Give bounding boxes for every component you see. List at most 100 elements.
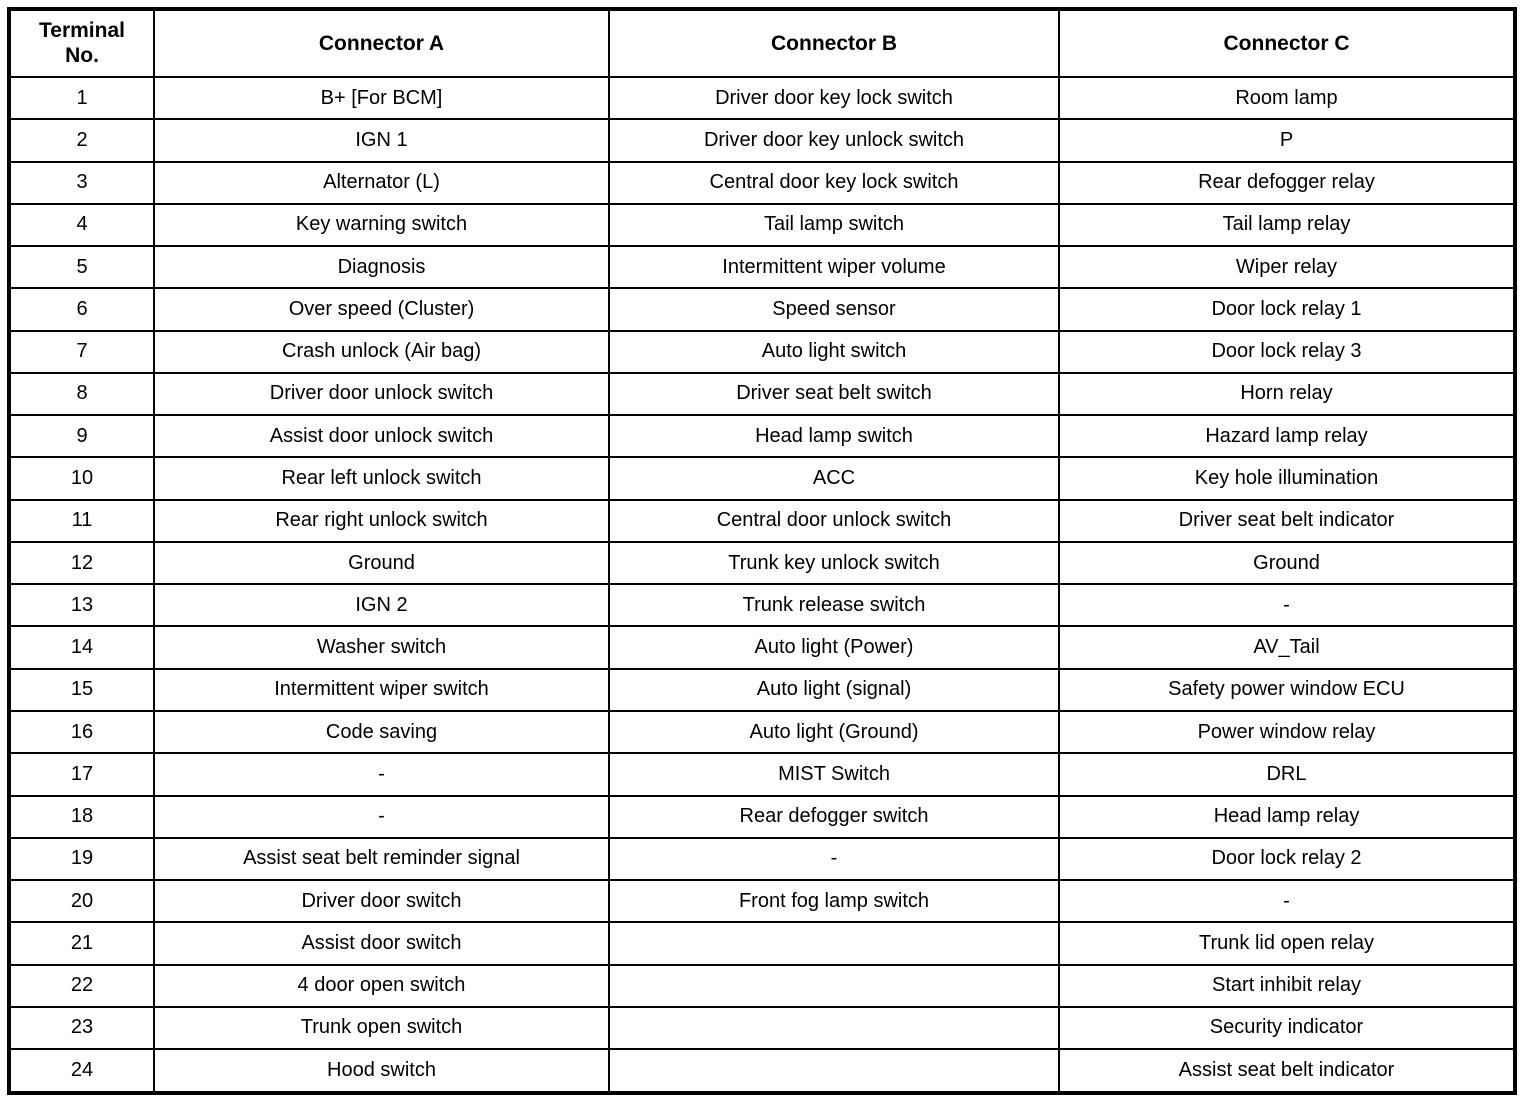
table-cell: 9 bbox=[8, 414, 155, 459]
table-cell: AV_Tail bbox=[1058, 625, 1516, 670]
table-cell: Driver door unlock switch bbox=[153, 371, 610, 417]
table-cell: - bbox=[153, 794, 610, 839]
table-cell: Diagnosis bbox=[153, 245, 610, 290]
table-cell: DRL bbox=[1058, 752, 1516, 797]
table-cell: 24 bbox=[8, 1048, 155, 1094]
table-cell: Auto light switch bbox=[608, 329, 1060, 374]
table-cell: Driver seat belt switch bbox=[608, 371, 1060, 417]
table-cell: ACC bbox=[608, 456, 1060, 501]
table-cell bbox=[608, 921, 1060, 966]
table-cell: 10 bbox=[8, 456, 155, 501]
table-cell: 4 door open switch bbox=[153, 963, 610, 1008]
table-cell: Assist door switch bbox=[153, 921, 610, 966]
table-cell: - bbox=[1058, 583, 1516, 628]
table-cell: Key warning switch bbox=[153, 202, 610, 248]
table-cell: Wiper relay bbox=[1058, 245, 1516, 290]
table-cell: - bbox=[608, 836, 1060, 882]
table-row: 23 Trunk open switch Security indicator bbox=[8, 1005, 1516, 1051]
table-cell: Driver door key lock switch bbox=[608, 75, 1060, 121]
table-cell bbox=[608, 1048, 1060, 1094]
table-cell: 17 bbox=[8, 752, 155, 797]
table-cell: Security indicator bbox=[1058, 1005, 1516, 1051]
header-connector-c: Connector C bbox=[1058, 8, 1516, 78]
table-cell: Tail lamp relay bbox=[1058, 202, 1516, 248]
table-cell: 21 bbox=[8, 921, 155, 966]
table-cell: 4 bbox=[8, 202, 155, 248]
table-row: 6 Over speed (Cluster) Speed sensor Door lo… bbox=[8, 287, 1516, 332]
table-cell: Auto light (Ground) bbox=[608, 709, 1060, 755]
table-cell: B+ [For BCM] bbox=[153, 75, 610, 121]
table-cell: P bbox=[1058, 118, 1516, 163]
table-cell: Trunk release switch bbox=[608, 583, 1060, 628]
header-connector-b: Connector B bbox=[608, 8, 1060, 78]
table-cell: 6 bbox=[8, 287, 155, 332]
table-row: 5 Diagnosis Intermittent wiper volume Wiper… bbox=[8, 245, 1516, 290]
table-cell: Door lock relay 1 bbox=[1058, 287, 1516, 332]
table-cell: 3 bbox=[8, 160, 155, 205]
table-cell: Crash unlock (Air bag) bbox=[153, 329, 610, 374]
table-cell: 16 bbox=[8, 709, 155, 755]
table-cell: Horn relay bbox=[1058, 371, 1516, 417]
table-cell: 23 bbox=[8, 1005, 155, 1051]
table-cell: Trunk open switch bbox=[153, 1005, 610, 1051]
table-cell: Code saving bbox=[153, 709, 610, 755]
table-cell: Key hole illumination bbox=[1058, 456, 1516, 501]
table-cell: Door lock relay 3 bbox=[1058, 329, 1516, 374]
header-connector-a: Connector A bbox=[153, 8, 610, 78]
table-cell: Trunk lid open relay bbox=[1058, 921, 1516, 966]
table-cell: 22 bbox=[8, 963, 155, 1008]
table-row: 11 Rear right unlock switch Central door u… bbox=[8, 498, 1516, 543]
table-cell bbox=[608, 963, 1060, 1008]
table-row: 14 Washer switch Auto light (Power) AV_Tail bbox=[8, 625, 1516, 670]
table-row: 24 Hood switch Assist seat belt indicator bbox=[8, 1048, 1516, 1094]
table-cell: Central door key lock switch bbox=[608, 160, 1060, 205]
table-cell: 15 bbox=[8, 667, 155, 712]
table-body: 1 B+ [For BCM] Driver door key lock switch… bbox=[8, 75, 1516, 1094]
table-cell: Power window relay bbox=[1058, 709, 1516, 755]
table-cell: Head lamp relay bbox=[1058, 794, 1516, 839]
table-cell: Rear defogger switch bbox=[608, 794, 1060, 839]
header-terminal-no: Terminal No. bbox=[8, 8, 155, 78]
table-row: 19 Assist seat belt reminder signal - Door … bbox=[8, 836, 1516, 882]
table-row: 21 Assist door switch Trunk lid open relay bbox=[8, 921, 1516, 966]
table-cell: Ground bbox=[1058, 540, 1516, 586]
table-row: 3 Alternator (L) Central door key lock swi… bbox=[8, 160, 1516, 205]
table-cell: - bbox=[153, 752, 610, 797]
table-cell: Assist seat belt indicator bbox=[1058, 1048, 1516, 1094]
table-cell: Driver door key unlock switch bbox=[608, 118, 1060, 163]
table-cell: Head lamp switch bbox=[608, 414, 1060, 459]
table-cell: 18 bbox=[8, 794, 155, 839]
table-row: 9 Assist door unlock switch Head lamp swit… bbox=[8, 414, 1516, 459]
table-cell bbox=[608, 1005, 1060, 1051]
table-cell: Assist door unlock switch bbox=[153, 414, 610, 459]
table-cell: 5 bbox=[8, 245, 155, 290]
terminal-connector-table: Terminal No. Connector A Connector B Con… bbox=[7, 7, 1517, 1095]
table-cell: Speed sensor bbox=[608, 287, 1060, 332]
table-row: 22 4 door open switch Start inhibit relay bbox=[8, 963, 1516, 1008]
table-cell: Hood switch bbox=[153, 1048, 610, 1094]
table-cell: IGN 1 bbox=[153, 118, 610, 163]
table-cell: Over speed (Cluster) bbox=[153, 287, 610, 332]
table-cell: 1 bbox=[8, 75, 155, 121]
table-cell: Trunk key unlock switch bbox=[608, 540, 1060, 586]
table-cell: 14 bbox=[8, 625, 155, 670]
table-cell: Start inhibit relay bbox=[1058, 963, 1516, 1008]
table-cell: Rear right unlock switch bbox=[153, 498, 610, 543]
table-cell: Intermittent wiper switch bbox=[153, 667, 610, 712]
table-cell: Door lock relay 2 bbox=[1058, 836, 1516, 882]
table-cell: MIST Switch bbox=[608, 752, 1060, 797]
table-cell: Auto light (Power) bbox=[608, 625, 1060, 670]
table-cell: Driver door switch bbox=[153, 879, 610, 924]
header-row: Terminal No. Connector A Connector B Con… bbox=[8, 8, 1516, 78]
table-cell: IGN 2 bbox=[153, 583, 610, 628]
table-cell: Auto light (signal) bbox=[608, 667, 1060, 712]
table-cell: Alternator (L) bbox=[153, 160, 610, 205]
table-cell: Front fog lamp switch bbox=[608, 879, 1060, 924]
table-row: 17- MIST Switch DRL bbox=[8, 752, 1516, 797]
table-row: 1 B+ [For BCM] Driver door key lock switch… bbox=[8, 75, 1516, 121]
table-row: 8 Driver door unlock switch Driver seat be… bbox=[8, 371, 1516, 417]
table-cell: Central door unlock switch bbox=[608, 498, 1060, 543]
table-cell: Intermittent wiper volume bbox=[608, 245, 1060, 290]
table-cell: Rear left unlock switch bbox=[153, 456, 610, 501]
